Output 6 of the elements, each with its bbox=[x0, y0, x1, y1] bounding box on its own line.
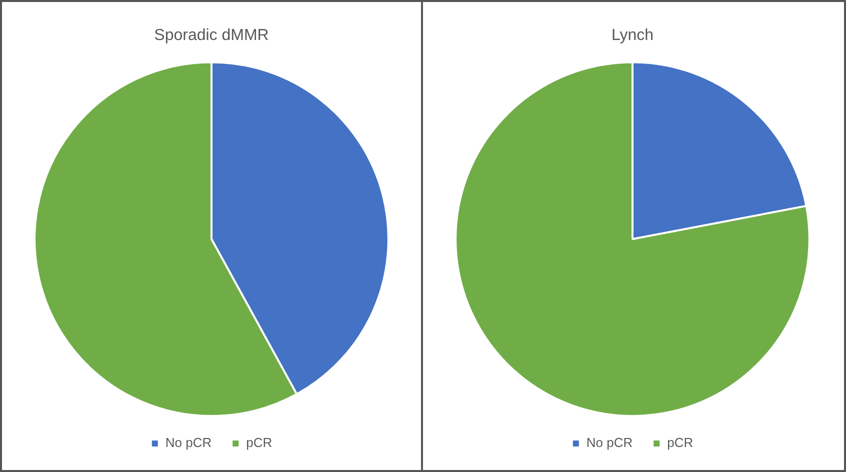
legend-label: pCR bbox=[246, 435, 272, 450]
chart-title: Sporadic dMMR bbox=[154, 27, 269, 44]
legend-label: No pCR bbox=[165, 435, 212, 450]
legend-label: pCR bbox=[667, 435, 694, 450]
chart-title: Lynch bbox=[611, 27, 654, 44]
legend-label: No pCR bbox=[586, 435, 633, 450]
